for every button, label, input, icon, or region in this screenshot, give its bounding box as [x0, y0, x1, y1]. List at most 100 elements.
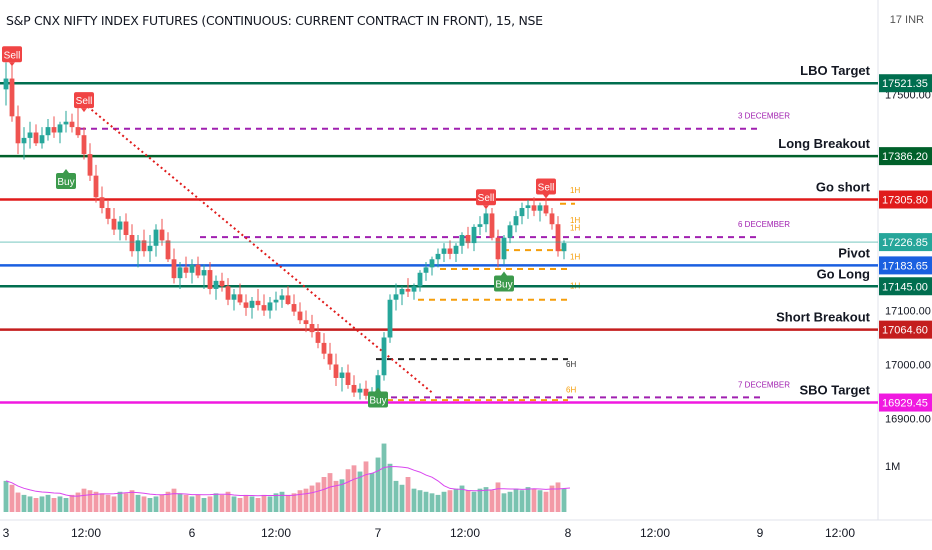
volume-bar [375, 457, 381, 512]
time-tick-label: 9 [757, 526, 764, 540]
volume-bar [525, 487, 531, 512]
volume-bar [33, 498, 39, 512]
volume-bar [435, 494, 441, 512]
volume-bar [363, 461, 369, 512]
volume-bar [405, 477, 411, 512]
candle-body [405, 288, 411, 292]
price-box [879, 74, 932, 93]
signal-pointer [9, 62, 15, 67]
candle-body [69, 121, 75, 128]
volume-bar [489, 490, 495, 512]
price-box-label: 17305.80 [882, 195, 928, 207]
candle-body [9, 78, 15, 117]
candle-body [111, 218, 117, 230]
price-tick-label: 17100.00 [885, 306, 931, 318]
candle-body [309, 324, 315, 333]
volume-bar [519, 490, 525, 512]
candle-body [207, 270, 213, 289]
candle-body [147, 245, 153, 252]
candle-body [531, 205, 537, 211]
candle-body [465, 235, 471, 244]
level-name-label: Go Long [817, 266, 870, 281]
price-box [879, 190, 932, 209]
volume-bar [459, 485, 465, 512]
price-box-label: 17145.00 [882, 281, 928, 293]
price-box-label: 17386.20 [882, 151, 928, 163]
volume-bar [273, 493, 279, 512]
candle-body [27, 132, 33, 138]
candle-body [429, 259, 435, 268]
candle-body [375, 375, 381, 392]
level-name-label: Go short [816, 180, 871, 195]
time-tick-label: 6 [189, 526, 196, 540]
volume-tick-label: 1M [885, 461, 900, 473]
candle-body [177, 267, 183, 279]
candle-body [423, 267, 429, 273]
volume-bar [501, 493, 507, 512]
volume-bar [39, 496, 45, 512]
signal-pointer [501, 271, 507, 276]
level-name-label: Pivot [838, 245, 870, 260]
level-name-label: Long Breakout [778, 136, 870, 151]
price-tick-label: 17500.00 [885, 90, 931, 102]
volume-bar [387, 463, 393, 512]
volume-bar [9, 484, 15, 512]
volume-bar [447, 490, 453, 512]
candle-body [411, 286, 417, 292]
candle-body [45, 127, 51, 136]
candle-body [447, 248, 453, 254]
hour-marker: 1H [570, 216, 580, 225]
volume-bar [165, 491, 171, 512]
volume-bar [321, 477, 327, 512]
volume-bar [429, 493, 435, 512]
candle-body [297, 311, 303, 321]
volume-bar [495, 482, 501, 512]
candle-body [285, 295, 291, 305]
candle-body [87, 154, 93, 176]
trend-line [79, 99, 433, 394]
candle-body [357, 388, 363, 393]
volume-bar [219, 494, 225, 512]
volume-bar [3, 480, 9, 512]
candle-body [489, 213, 495, 238]
candle-body [21, 137, 27, 144]
chart-title: S&P CNX NIFTY INDEX FUTURES (CONTINUOUS:… [6, 13, 543, 28]
candle-body [339, 372, 345, 378]
candle-body [549, 213, 555, 225]
sell-signal: Sell [536, 178, 556, 199]
candle-body [153, 229, 159, 246]
candle-body [543, 205, 549, 214]
time-tick-label: 3 [3, 526, 10, 540]
buy-signal: Buy [494, 271, 514, 292]
dashed-level-label: 7 DECEMBER [738, 380, 790, 389]
volume-bar [159, 494, 165, 512]
candle-body [141, 240, 147, 252]
candle-body [15, 116, 21, 144]
volume-bar [285, 494, 291, 512]
candle-body [537, 205, 543, 211]
candle-body [39, 135, 45, 144]
volume-bar [21, 494, 27, 512]
volume-bar [471, 491, 477, 512]
volume-bar [177, 493, 183, 512]
signal-label: Sell [538, 182, 555, 193]
volume-bar [81, 488, 87, 512]
candle-body [183, 267, 189, 273]
candle-body [237, 294, 243, 303]
time-tick-label: 12:00 [450, 526, 480, 540]
candle-body [363, 388, 369, 396]
candle-body [219, 280, 225, 287]
signal-pointer [543, 194, 549, 199]
volume-bar [345, 469, 351, 512]
volume-bar [411, 488, 417, 512]
volume-bar [441, 491, 447, 512]
volume-bar [291, 493, 297, 512]
volume-bar [453, 488, 459, 512]
candle-body [231, 294, 237, 300]
volume-bar [351, 465, 357, 512]
candle-body [93, 175, 99, 198]
volume-bar [267, 496, 273, 512]
candle-body [195, 264, 201, 276]
volume-ma-line [5, 466, 571, 497]
